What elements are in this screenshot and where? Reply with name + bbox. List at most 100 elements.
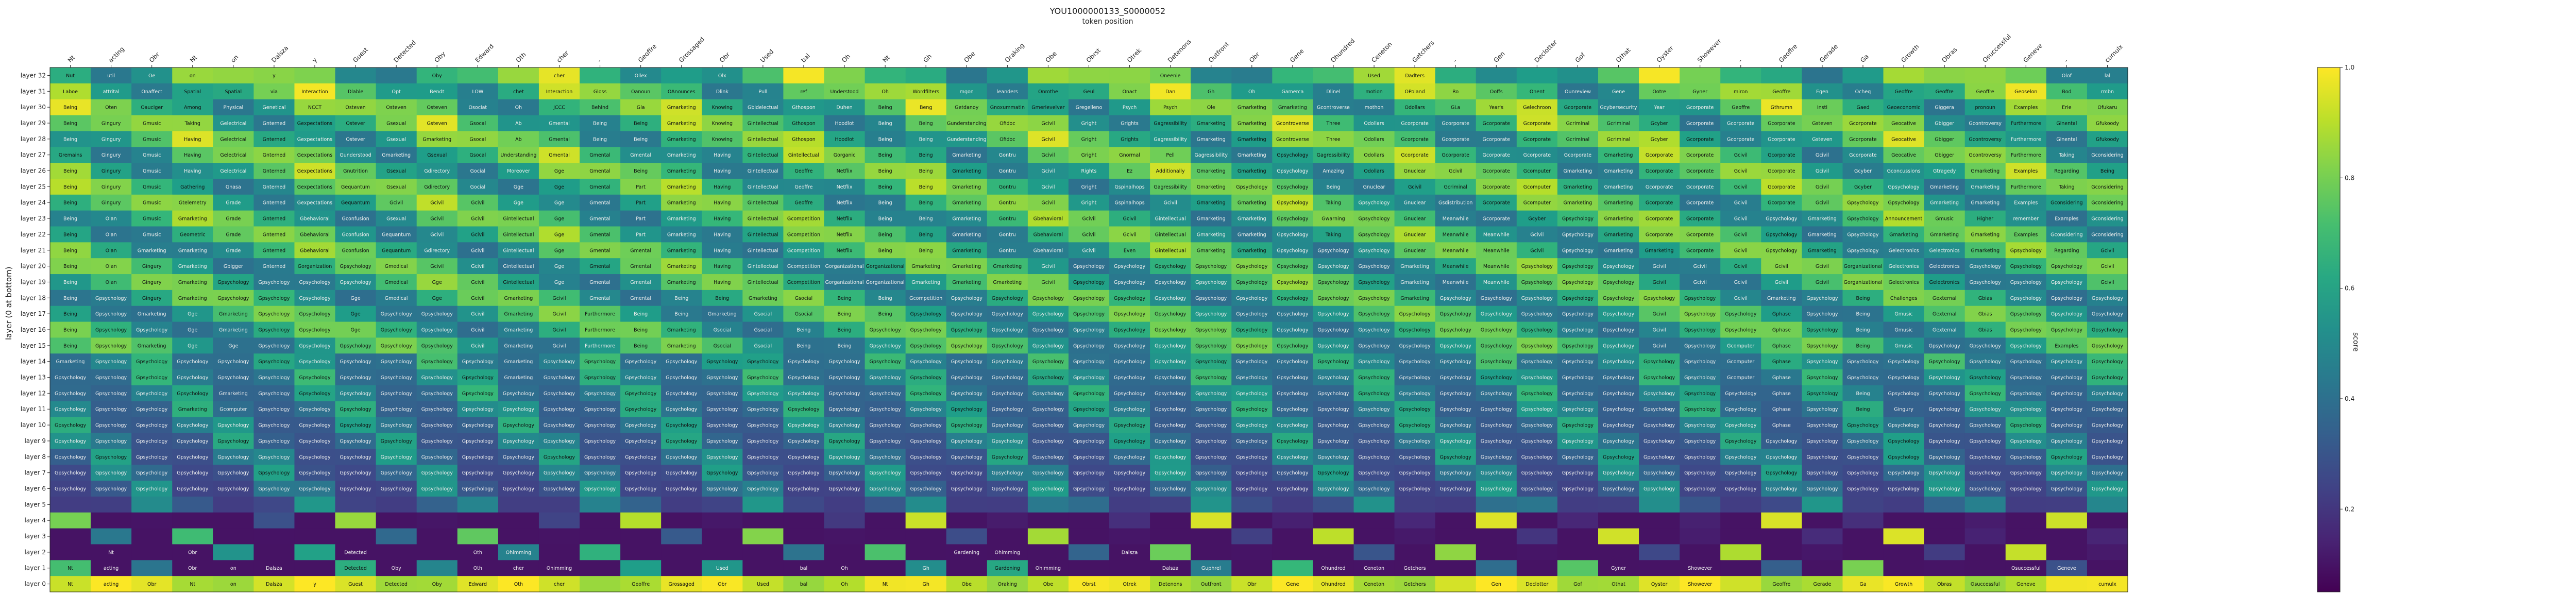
y-tick-label: layer 1 <box>24 565 46 572</box>
cell-label: Gcorporate <box>1686 121 1714 126</box>
heatmap-cell <box>416 321 458 338</box>
heatmap-cell <box>294 385 336 402</box>
colorbar-tick-label: 0.6 <box>2345 285 2354 292</box>
heatmap-cell <box>1353 496 1395 513</box>
cell-label: Gmarketing <box>667 200 696 206</box>
heatmap-cell <box>1435 512 1477 529</box>
cell-label: Gorganizational <box>1844 280 1883 285</box>
cell-label: Gcivil <box>1041 152 1055 158</box>
cell-label: Ocheq <box>1855 89 1871 95</box>
heatmap-cell <box>580 496 621 513</box>
heatmap-cell <box>335 496 377 513</box>
heatmap-cell <box>1924 321 1965 338</box>
heatmap-cell <box>1313 226 1354 243</box>
heatmap-cell <box>1883 210 1925 227</box>
heatmap-cell <box>1272 178 1314 195</box>
heatmap-cell <box>131 401 173 418</box>
heatmap-cell <box>1802 67 1843 84</box>
cell-label: GLa <box>1451 105 1460 111</box>
cell-label: Gpsychology <box>503 391 535 397</box>
heatmap-cell <box>1068 99 1110 116</box>
cell-label: Gmarketing <box>219 312 248 317</box>
heatmap-cell <box>824 210 866 227</box>
cell-label: Gpsychology <box>1888 200 1920 206</box>
cell-label: Beng <box>920 105 932 111</box>
cell-label: Gmarketing <box>667 280 696 285</box>
cell-label: Gmarketing <box>1930 200 1959 206</box>
cell-label: Gpsychology <box>1806 296 1838 301</box>
heatmap-cell <box>1761 512 1802 529</box>
cell-label: Gathering <box>180 184 205 190</box>
heatmap-cell <box>1516 67 1558 84</box>
cell-label: Gpsychology <box>1725 328 1757 333</box>
cell-label: Gpsychology <box>1847 423 1879 429</box>
heatmap-cell <box>253 99 295 116</box>
heatmap-cell <box>1883 274 1925 291</box>
x-tick-label: - <box>2063 57 2070 64</box>
heatmap-cell <box>2005 544 2047 560</box>
heatmap-cell <box>1924 115 1965 131</box>
heatmap-cell <box>661 242 702 259</box>
cell-label: Gmarketing <box>1238 105 1266 111</box>
cell-label: Geoffre <box>1772 89 1790 95</box>
heatmap-cell <box>905 401 947 418</box>
cell-label: Gpsychology <box>1603 375 1635 381</box>
cell-label: Gpsychology <box>217 470 249 476</box>
heatmap-cell <box>1435 560 1477 576</box>
heatmap-cell <box>1802 496 1843 513</box>
heatmap-cell <box>1394 163 1436 179</box>
heatmap-cell <box>865 496 906 513</box>
heatmap-cell <box>253 210 295 227</box>
heatmap-cell <box>1313 305 1354 322</box>
heatmap-cell <box>946 305 988 322</box>
heatmap-cell <box>1150 115 1191 131</box>
heatmap-cell <box>1598 290 1639 307</box>
heatmap-cell <box>865 512 906 529</box>
cell-label: Gpsychology <box>1603 454 1635 460</box>
cell-label: Gpsychology <box>584 407 616 413</box>
cell-label: Gpsychology <box>788 359 820 365</box>
cell-label: Gpsychology <box>706 423 738 429</box>
cell-label: Gpsychology <box>706 438 738 444</box>
heatmap-cell <box>580 131 621 147</box>
heatmap-cell <box>1761 258 1802 275</box>
cell-label: Gpsychology <box>95 423 127 429</box>
heatmap-cell <box>702 353 743 370</box>
heatmap-cell <box>1924 560 1965 576</box>
cell-label: Gconfusion <box>342 248 369 253</box>
heatmap-cell <box>457 131 499 147</box>
heatmap-cell <box>987 194 1028 211</box>
cell-label: Gpsychology <box>1562 296 1594 301</box>
cell-label: Gpsychology <box>1399 375 1431 381</box>
cell-label: Gsocial <box>714 328 731 333</box>
cell-label: Gpsychology <box>421 391 453 397</box>
cell-label: Gingury <box>101 121 121 126</box>
cell-label: Dalsza <box>266 566 282 571</box>
heatmap-cell <box>580 194 621 211</box>
heatmap-cell <box>538 83 580 100</box>
heatmap-cell <box>1231 274 1273 291</box>
cell-label: Gcivil <box>430 232 444 237</box>
cell-label: Gmarketing <box>1767 296 1796 301</box>
heatmap-cell <box>1842 242 1884 259</box>
cell-label: Ofukaru <box>2097 105 2117 111</box>
heatmap-cell <box>538 321 580 338</box>
cell-label: Being <box>63 184 77 190</box>
heatmap-cell <box>131 210 173 227</box>
heatmap-cell <box>946 194 988 211</box>
heatmap-cell <box>1964 353 2006 370</box>
cell-label: Gocial <box>470 168 486 174</box>
cell-label: Gpsychology <box>870 407 902 413</box>
cell-label: Being <box>919 168 933 174</box>
heatmap-cell <box>1027 83 1069 100</box>
cell-label: Gcivil <box>1041 200 1055 206</box>
heatmap-cell <box>702 512 743 529</box>
cell-label: Gnutrition <box>343 168 368 174</box>
heatmap-cell <box>1639 528 1680 545</box>
cell-label: Gpsychology <box>1317 248 1349 253</box>
heatmap-cell <box>457 242 499 259</box>
heatmap-cell <box>1842 290 1884 307</box>
cell-label: Gpsychology <box>1440 359 1472 365</box>
cell-label: Gpsychology <box>2092 359 2124 365</box>
cell-label: Gpsychology <box>666 407 698 413</box>
